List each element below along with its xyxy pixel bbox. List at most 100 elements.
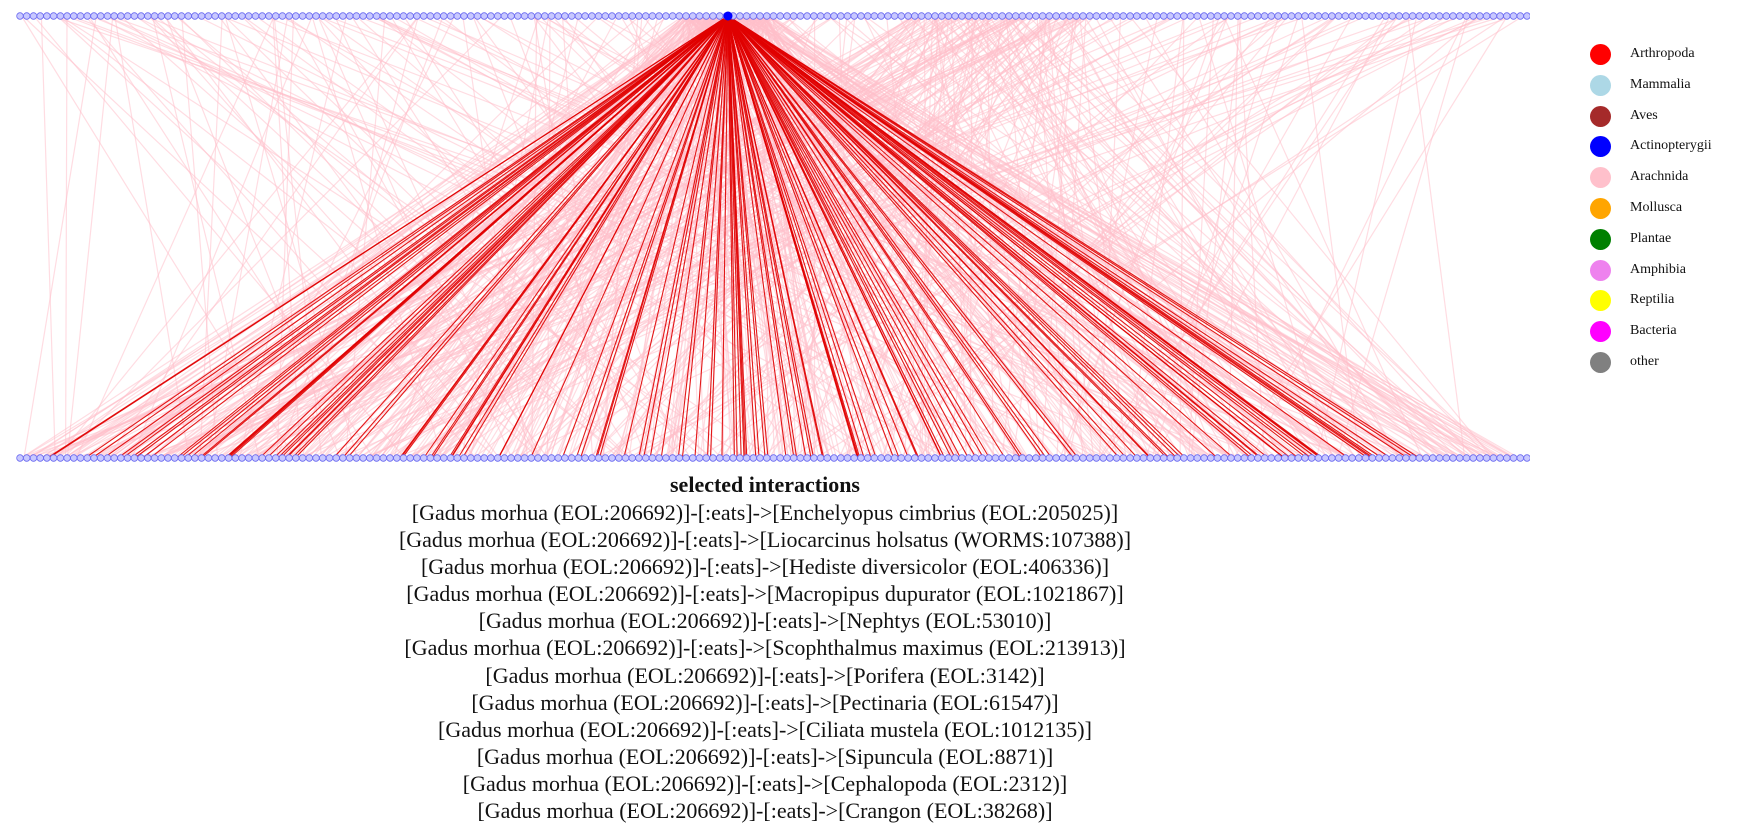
taxon-node[interactable] bbox=[1060, 455, 1067, 462]
taxon-node[interactable] bbox=[1039, 455, 1046, 462]
taxon-node[interactable] bbox=[1490, 13, 1497, 20]
taxon-node[interactable] bbox=[1120, 13, 1127, 20]
taxon-node[interactable] bbox=[817, 13, 824, 20]
taxon-node[interactable] bbox=[1268, 455, 1275, 462]
taxon-node[interactable] bbox=[1221, 455, 1228, 462]
taxon-node[interactable] bbox=[454, 13, 461, 20]
interaction-row[interactable]: [Gadus morhua (EOL:206692)]-[:eats]->[Ci… bbox=[260, 716, 1270, 743]
taxon-node[interactable] bbox=[1187, 455, 1194, 462]
taxon-node[interactable] bbox=[1362, 13, 1369, 20]
selected-predator-node[interactable] bbox=[724, 12, 733, 21]
taxon-node[interactable] bbox=[259, 455, 266, 462]
taxon-node[interactable] bbox=[743, 455, 750, 462]
taxon-node[interactable] bbox=[158, 455, 165, 462]
taxon-node[interactable] bbox=[326, 13, 333, 20]
taxon-node[interactable] bbox=[764, 13, 771, 20]
taxon-node[interactable] bbox=[750, 13, 757, 20]
taxon-node[interactable] bbox=[1308, 455, 1315, 462]
taxon-node[interactable] bbox=[716, 13, 723, 20]
taxon-node[interactable] bbox=[1349, 13, 1356, 20]
taxon-node[interactable] bbox=[319, 455, 326, 462]
taxon-node[interactable] bbox=[1039, 13, 1046, 20]
taxon-node[interactable] bbox=[427, 455, 434, 462]
taxon-node[interactable] bbox=[602, 13, 609, 20]
taxon-node[interactable] bbox=[1100, 13, 1107, 20]
taxon-node[interactable] bbox=[737, 455, 744, 462]
taxon-node[interactable] bbox=[1369, 13, 1376, 20]
taxon-node[interactable] bbox=[468, 13, 475, 20]
taxon-node[interactable] bbox=[898, 13, 905, 20]
taxon-node[interactable] bbox=[642, 13, 649, 20]
interaction-row[interactable]: [Gadus morhua (EOL:206692)]-[:eats]->[Li… bbox=[260, 526, 1270, 553]
taxon-node[interactable] bbox=[1167, 13, 1174, 20]
taxon-node[interactable] bbox=[575, 13, 582, 20]
taxon-node[interactable] bbox=[1510, 455, 1517, 462]
taxon-node[interactable] bbox=[1234, 13, 1241, 20]
taxon-node[interactable] bbox=[124, 455, 131, 462]
taxon-node[interactable] bbox=[1201, 455, 1208, 462]
taxon-node[interactable] bbox=[394, 13, 401, 20]
taxon-node[interactable] bbox=[1443, 455, 1450, 462]
taxon-node[interactable] bbox=[407, 13, 414, 20]
taxon-node[interactable] bbox=[1046, 455, 1053, 462]
taxon-node[interactable] bbox=[1241, 13, 1248, 20]
taxon-node[interactable] bbox=[1463, 455, 1470, 462]
taxon-node[interactable] bbox=[306, 455, 313, 462]
taxon-node[interactable] bbox=[932, 455, 939, 462]
taxon-node[interactable] bbox=[1053, 455, 1060, 462]
taxon-node[interactable] bbox=[104, 13, 111, 20]
taxon-node[interactable] bbox=[938, 455, 945, 462]
taxon-node[interactable] bbox=[387, 455, 394, 462]
taxon-node[interactable] bbox=[1147, 13, 1154, 20]
taxon-node[interactable] bbox=[864, 13, 871, 20]
taxon-node[interactable] bbox=[716, 455, 723, 462]
taxon-node[interactable] bbox=[1086, 13, 1093, 20]
taxon-node[interactable] bbox=[676, 455, 683, 462]
taxon-node[interactable] bbox=[649, 455, 656, 462]
taxon-node[interactable] bbox=[84, 455, 91, 462]
taxon-node[interactable] bbox=[1282, 455, 1289, 462]
taxon-node[interactable] bbox=[494, 455, 501, 462]
taxon-node[interactable] bbox=[198, 455, 205, 462]
taxon-node[interactable] bbox=[1423, 13, 1430, 20]
taxon-node[interactable] bbox=[1160, 455, 1167, 462]
taxon-node[interactable] bbox=[535, 13, 542, 20]
taxon-node[interactable] bbox=[84, 13, 91, 20]
taxon-node[interactable] bbox=[999, 13, 1006, 20]
taxon-node[interactable] bbox=[912, 455, 919, 462]
taxon-node[interactable] bbox=[521, 13, 528, 20]
taxon-node[interactable] bbox=[905, 13, 912, 20]
taxon-node[interactable] bbox=[959, 455, 966, 462]
taxon-node[interactable] bbox=[757, 455, 764, 462]
taxon-node[interactable] bbox=[696, 13, 703, 20]
taxon-node[interactable] bbox=[1006, 455, 1013, 462]
taxon-node[interactable] bbox=[925, 455, 932, 462]
taxon-node[interactable] bbox=[1497, 455, 1504, 462]
taxon-node[interactable] bbox=[185, 455, 192, 462]
taxon-node[interactable] bbox=[494, 13, 501, 20]
taxon-node[interactable] bbox=[1026, 455, 1033, 462]
taxon-node[interactable] bbox=[1430, 13, 1437, 20]
taxon-node[interactable] bbox=[1080, 13, 1087, 20]
taxon-node[interactable] bbox=[50, 455, 57, 462]
taxon-node[interactable] bbox=[239, 455, 246, 462]
taxon-node[interactable] bbox=[663, 455, 670, 462]
taxon-node[interactable] bbox=[528, 13, 535, 20]
taxon-node[interactable] bbox=[64, 455, 71, 462]
taxon-node[interactable] bbox=[1107, 455, 1114, 462]
taxon-node[interactable] bbox=[171, 455, 178, 462]
taxon-node[interactable] bbox=[710, 455, 717, 462]
taxon-node[interactable] bbox=[824, 13, 831, 20]
taxon-node[interactable] bbox=[972, 13, 979, 20]
taxon-node[interactable] bbox=[797, 13, 804, 20]
taxon-node[interactable] bbox=[353, 455, 360, 462]
taxon-node[interactable] bbox=[1275, 13, 1282, 20]
taxon-node[interactable] bbox=[669, 455, 676, 462]
taxon-node[interactable] bbox=[777, 455, 784, 462]
taxon-node[interactable] bbox=[568, 455, 575, 462]
taxon-node[interactable] bbox=[205, 13, 212, 20]
interaction-row[interactable]: [Gadus morhua (EOL:206692)]-[:eats]->[Cr… bbox=[260, 797, 1270, 824]
taxon-node[interactable] bbox=[1497, 13, 1504, 20]
taxon-node[interactable] bbox=[521, 455, 528, 462]
taxon-node[interactable] bbox=[1483, 455, 1490, 462]
